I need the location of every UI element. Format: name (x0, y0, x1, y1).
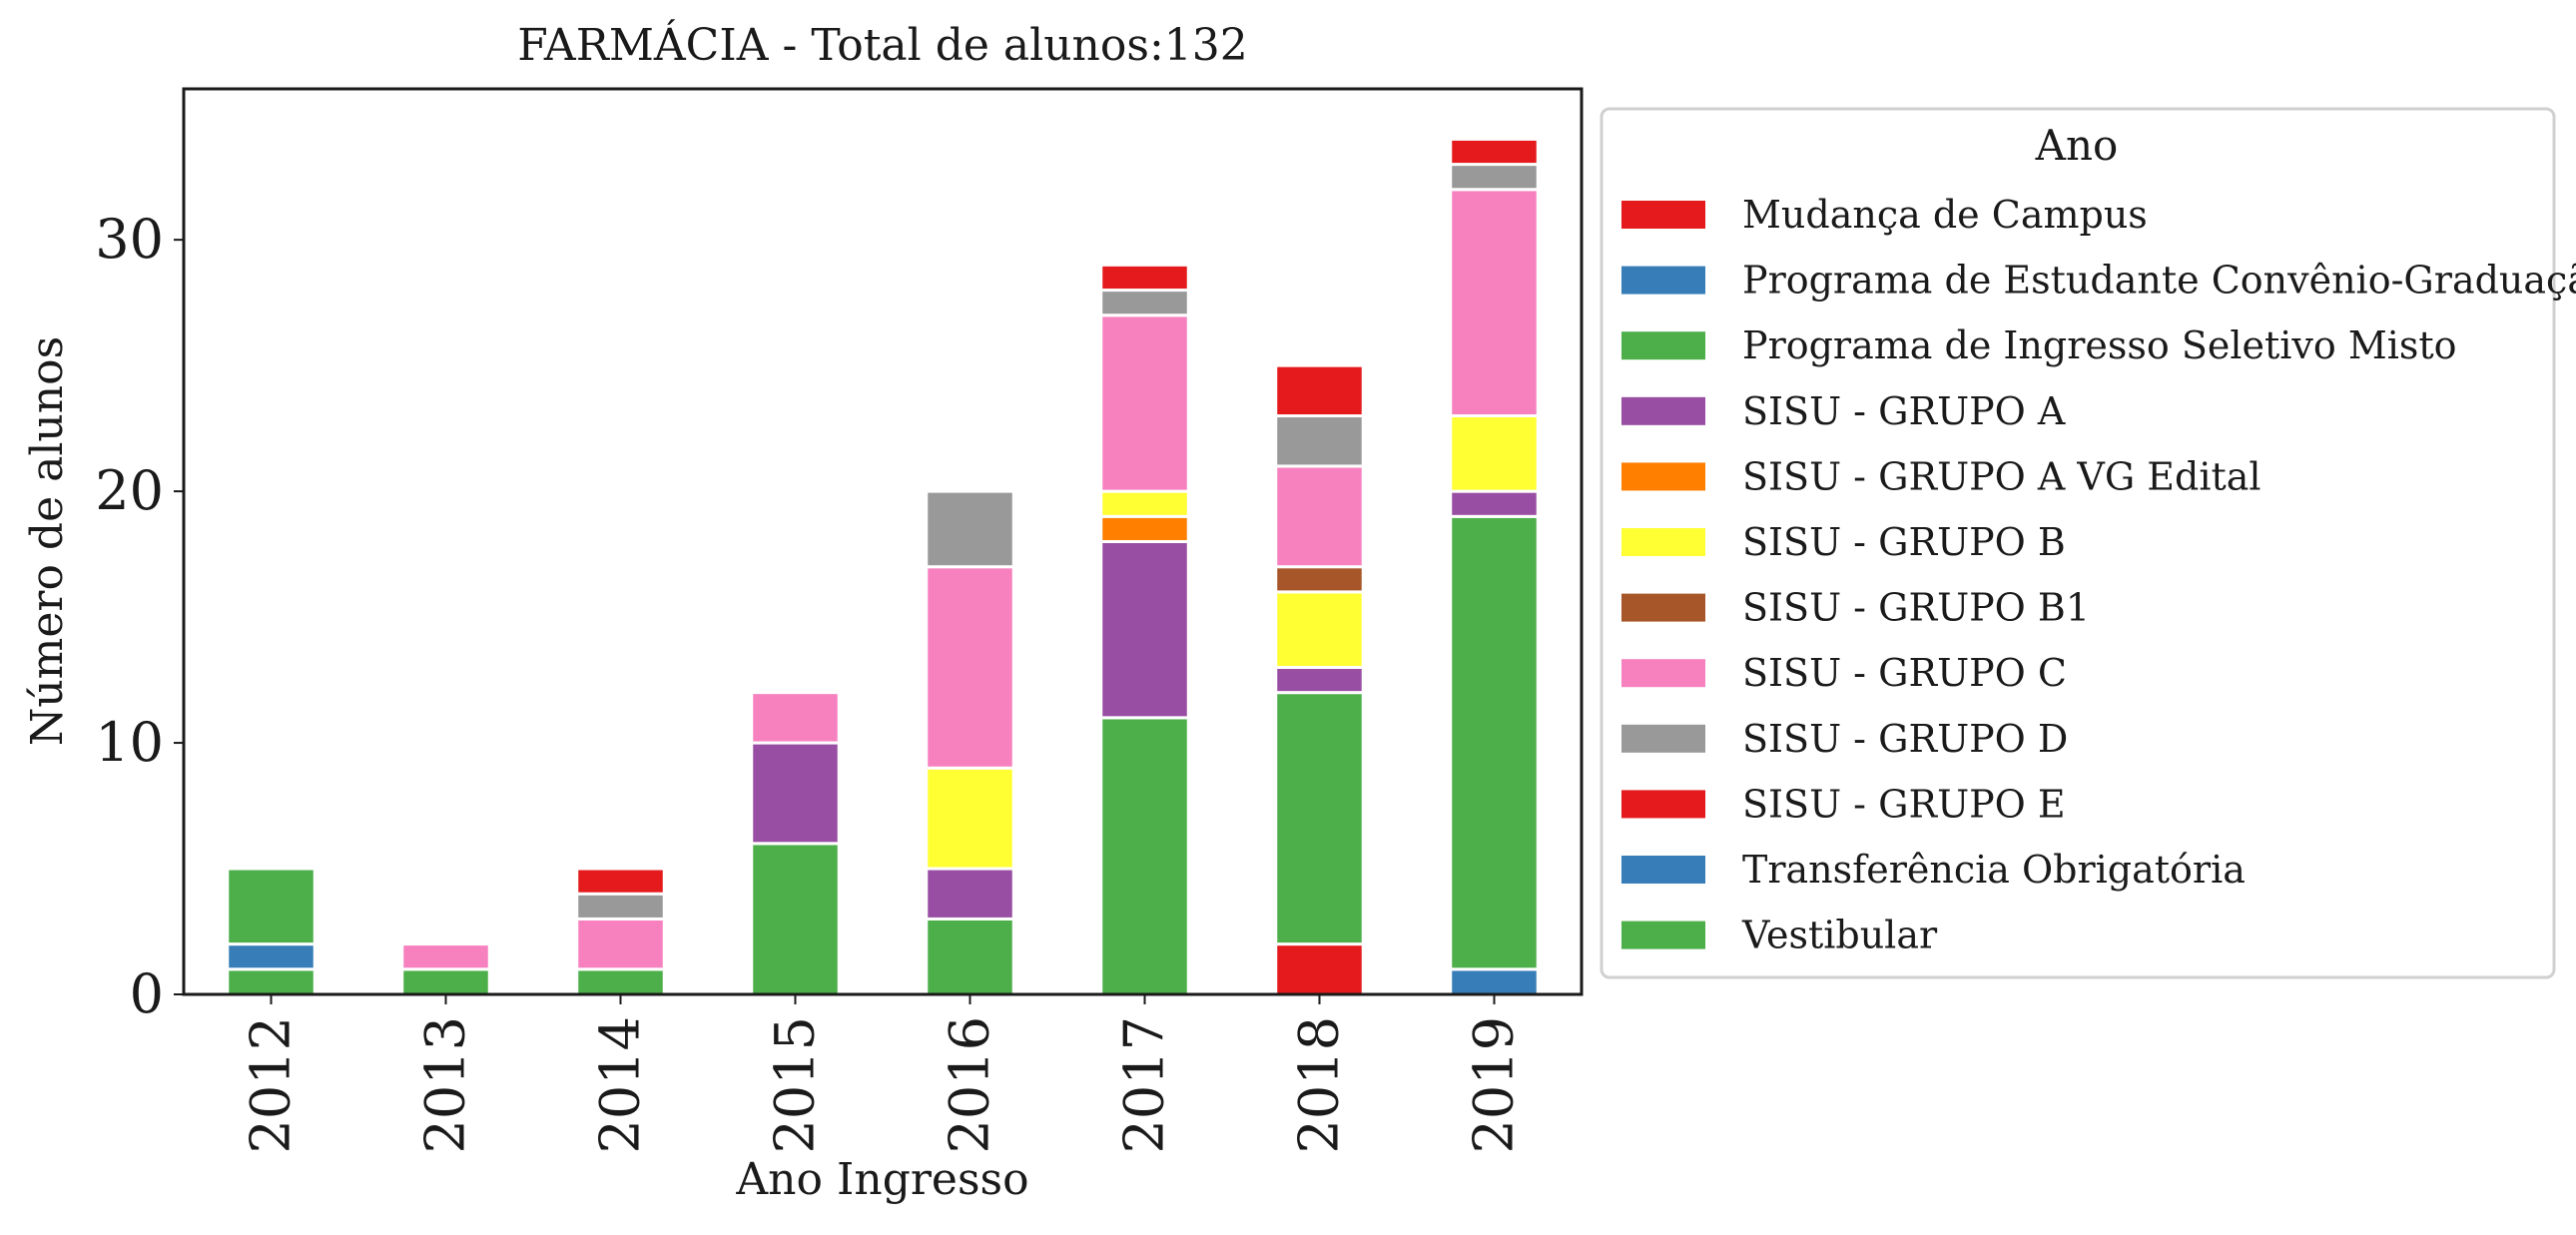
legend: Ano Mudança de Campus Programa de Estudan… (1600, 107, 2576, 979)
bar-segment-2016-series-7 (925, 565, 1015, 770)
legend-label: SISU - GRUPO A VG Edital (1742, 454, 2261, 498)
bar-segment-2014-series-7 (575, 917, 666, 971)
legend-label: SISU - GRUPO E (1742, 782, 2066, 826)
chart-title: FARMÁCIA - Total de alunos:132 (517, 18, 1248, 71)
x-axis-ticks: 2012 2013 2014 2015 2016 2017 2018 2019 (240, 994, 1526, 1153)
legend-swatch (1621, 331, 1705, 360)
bar-segment-2017-series-5 (1099, 489, 1190, 518)
x-tick-label: 2019 (1463, 1016, 1526, 1153)
plot-frame (182, 87, 1584, 996)
bar-segment-2017-series-2 (1099, 716, 1190, 996)
y-tick-label: 10 (95, 711, 164, 774)
legend-frame (1600, 107, 2556, 979)
y-axis-label: Número de alunos (22, 336, 73, 746)
x-tick-label: 2017 (1113, 1016, 1176, 1153)
bar-segment-2018-series-8 (1274, 414, 1365, 468)
legend-label: Programa de Ingresso Seletivo Misto (1742, 323, 2457, 367)
legend-swatch (1621, 528, 1705, 556)
x-tick-label: 2014 (589, 1016, 652, 1153)
bar-segment-2017-series-4 (1099, 514, 1190, 543)
legend-label: SISU - GRUPO A (1742, 389, 2066, 433)
y-axis-ticks: 0 10 20 30 (95, 208, 184, 1025)
legend-swatch (1621, 462, 1705, 491)
bar-segment-2013-series-7 (400, 942, 491, 971)
bar-segment-2019-series-1 (1449, 967, 1540, 996)
y-tick-label: 30 (95, 208, 164, 271)
legend-swatch (1621, 856, 1705, 884)
bars-group (226, 137, 1540, 996)
bar-segment-2019-series-5 (1449, 414, 1540, 493)
legend-swatch (1621, 790, 1705, 819)
bar-segment-2019-series-7 (1449, 188, 1540, 418)
legend-swatch (1621, 396, 1705, 425)
legend-label: Vestibular (1741, 914, 1938, 957)
bar-segment-2018-series-6 (1274, 565, 1365, 594)
legend-swatch (1621, 266, 1705, 295)
legend-label: Programa de Estudante Convênio-Graduação (1742, 259, 2576, 303)
bar-segment-2014-series-9 (575, 867, 666, 896)
legend-swatch (1621, 659, 1705, 688)
bar-segment-2016-series-2 (925, 917, 1015, 996)
bar-segment-2019-series-2 (1449, 514, 1540, 971)
bar-segment-2018-series-7 (1274, 464, 1365, 569)
bar-segment-2016-series-3 (925, 867, 1015, 921)
bar-segment-2017-series-8 (1099, 289, 1190, 317)
bar-segment-2018-series-3 (1274, 665, 1365, 695)
y-tick-label: 0 (130, 962, 164, 1025)
bar-segment-2014-series-8 (575, 892, 666, 921)
bar-segment-2015-series-7 (750, 691, 841, 745)
bar-segment-2016-series-8 (925, 489, 1015, 569)
legend-swatch (1621, 593, 1705, 622)
legend-label: SISU - GRUPO D (1742, 717, 2068, 761)
x-tick-label: 2015 (764, 1016, 827, 1153)
x-tick-label: 2013 (414, 1016, 477, 1153)
bar-segment-2019-series-3 (1449, 489, 1540, 518)
x-tick-label: 2016 (939, 1016, 1001, 1153)
bar-segment-2015-series-3 (750, 741, 841, 846)
bar-segment-2012-series-11 (226, 867, 317, 946)
legend-label: SISU - GRUPO C (1742, 651, 2067, 695)
legend-title: Ano (2035, 121, 2119, 170)
bar-segment-2018-series-0 (1274, 942, 1365, 996)
bar-segment-2012-series-2 (226, 967, 317, 996)
bar-segment-2018-series-2 (1274, 691, 1365, 946)
legend-label: SISU - GRUPO B (1742, 520, 2066, 564)
bar-segment-2016-series-5 (925, 766, 1015, 871)
bar-segment-2013-series-2 (400, 967, 491, 996)
bar-segment-2015-series-2 (750, 842, 841, 996)
x-tick-label: 2018 (1288, 1016, 1351, 1153)
legend-swatch (1621, 921, 1705, 949)
bar-segment-2019-series-9 (1449, 137, 1540, 167)
bar-segment-2012-series-10 (226, 942, 317, 971)
legend-items: Mudança de Campus Programa de Estudante C… (1621, 193, 2576, 957)
legend-label: Mudança de Campus (1742, 193, 2148, 237)
bar-segment-2018-series-5 (1274, 590, 1365, 669)
bar-segment-2017-series-7 (1099, 313, 1190, 493)
plot-area: 0 10 20 30 2012 2013 2014 2015 2016 2017 2018 2019 (95, 87, 1584, 1153)
x-axis-label: Ano Ingresso (735, 1154, 1028, 1205)
x-tick-label: 2012 (240, 1016, 303, 1153)
legend-label: SISU - GRUPO B1 (1742, 586, 2090, 630)
bar-segment-2019-series-8 (1449, 163, 1540, 192)
bar-segment-2018-series-9 (1274, 363, 1365, 418)
bar-segment-2017-series-9 (1099, 263, 1190, 293)
y-tick-label: 20 (95, 459, 164, 522)
bar-segment-2017-series-3 (1099, 540, 1190, 720)
legend-label: Transferência Obrigatória (1742, 848, 2246, 892)
legend-swatch (1621, 201, 1705, 229)
legend-swatch (1621, 724, 1705, 753)
bar-segment-2014-series-2 (575, 967, 666, 996)
